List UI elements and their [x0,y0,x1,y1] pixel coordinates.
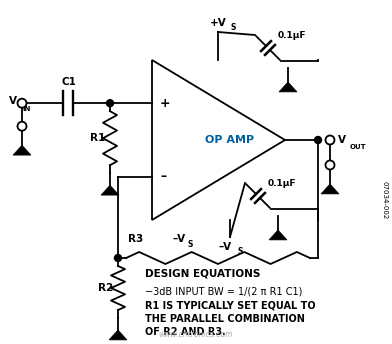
Text: R3: R3 [128,234,143,244]
Text: –V: –V [218,242,232,252]
Text: OF R2 AND R3.: OF R2 AND R3. [145,327,226,337]
Polygon shape [321,184,339,194]
Polygon shape [279,82,297,92]
Polygon shape [13,145,31,155]
Text: –V: –V [173,234,186,244]
Circle shape [325,161,334,170]
Text: S: S [231,23,236,32]
Text: S: S [238,247,243,256]
Text: −3dB INPUT BW = 1/(2 π R1 C1): −3dB INPUT BW = 1/(2 π R1 C1) [145,286,302,296]
Polygon shape [109,330,127,340]
Text: www.cntronics.com: www.cntronics.com [159,330,233,339]
Text: R1 IS TYPICALLY SET EQUAL TO: R1 IS TYPICALLY SET EQUAL TO [145,301,316,311]
Circle shape [314,137,321,143]
Circle shape [114,255,122,261]
Text: +: + [160,97,171,110]
Text: R1: R1 [90,133,105,143]
Text: IN: IN [22,106,30,112]
Text: 07034-002: 07034-002 [382,181,388,219]
Circle shape [107,100,114,107]
Circle shape [18,99,27,108]
Circle shape [18,122,27,131]
Text: S: S [188,240,193,249]
Text: V: V [9,96,17,106]
Text: OUT: OUT [350,144,367,150]
Text: V: V [338,135,346,145]
Text: DESIGN EQUATIONS: DESIGN EQUATIONS [145,268,260,278]
Text: R2: R2 [98,283,113,293]
Text: C1: C1 [61,77,76,87]
Polygon shape [269,230,287,240]
Text: THE PARALLEL COMBINATION: THE PARALLEL COMBINATION [145,314,305,324]
Circle shape [325,136,334,144]
Text: 0.1μF: 0.1μF [268,179,296,188]
Polygon shape [101,185,119,195]
Text: OP AMP: OP AMP [205,135,254,145]
Text: +V: +V [210,18,226,28]
Text: 0.1μF: 0.1μF [278,31,307,40]
Text: –: – [160,170,166,183]
